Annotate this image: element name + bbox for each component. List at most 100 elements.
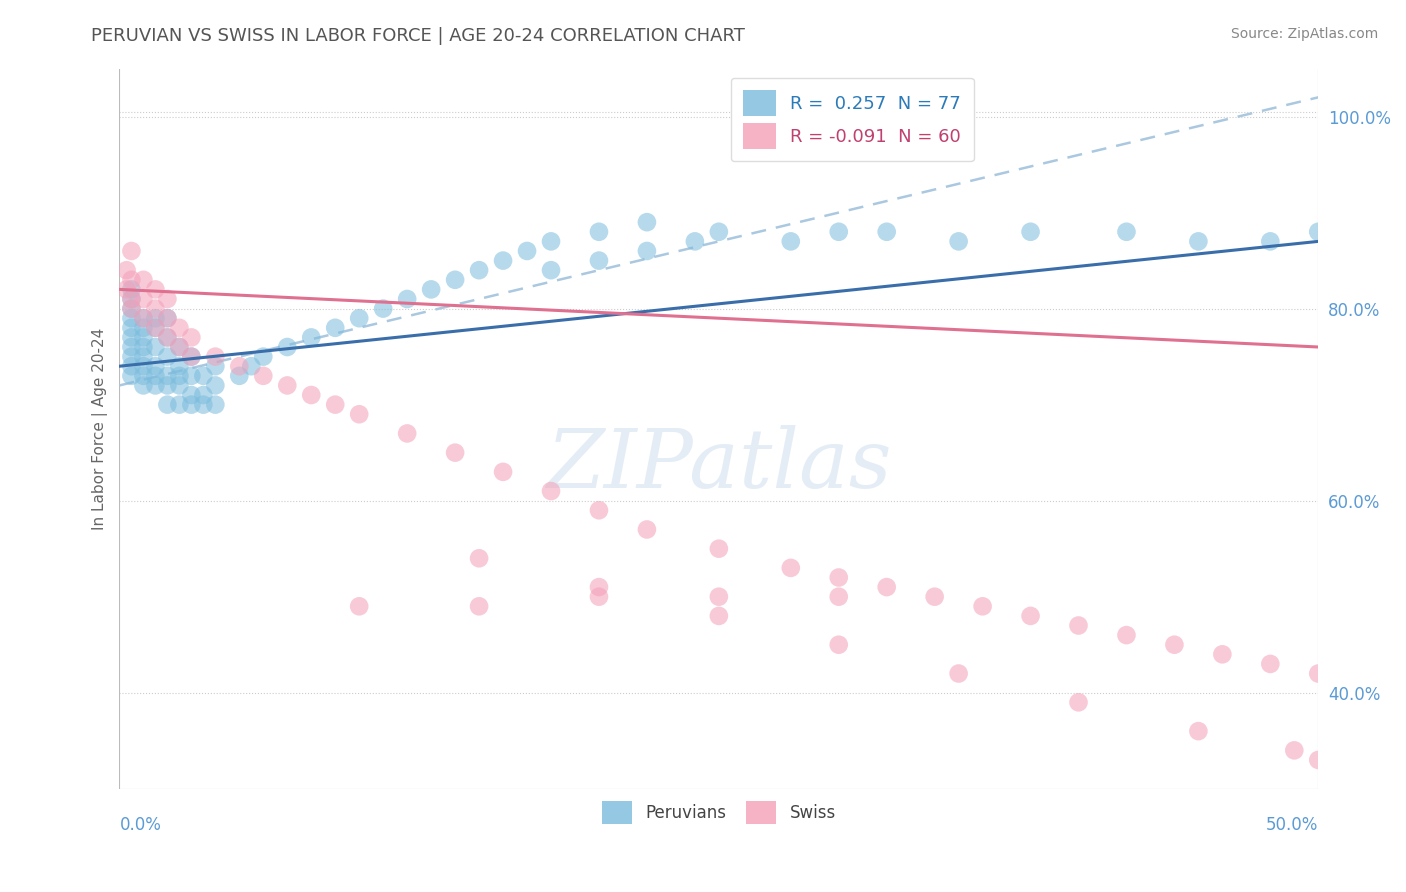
Point: [707, 541, 730, 556]
Point: [180, 368, 202, 383]
Point: [948, 235, 970, 249]
Point: [132, 311, 155, 326]
Point: [132, 311, 155, 326]
Point: [169, 368, 191, 383]
Point: [1067, 618, 1090, 632]
Point: [588, 580, 610, 594]
Point: [169, 340, 191, 354]
Point: [828, 590, 851, 604]
Point: [1260, 235, 1282, 249]
Point: [252, 350, 274, 364]
Point: [193, 398, 215, 412]
Point: [1187, 235, 1209, 249]
Point: [1163, 638, 1185, 652]
Point: [396, 292, 419, 306]
Point: [540, 235, 562, 249]
Point: [145, 282, 167, 296]
Point: [120, 311, 142, 326]
Point: [145, 340, 167, 354]
Legend: Peruvians, Swiss: Peruvians, Swiss: [595, 794, 842, 830]
Text: PERUVIAN VS SWISS IN LABOR FORCE | AGE 20-24 CORRELATION CHART: PERUVIAN VS SWISS IN LABOR FORCE | AGE 2…: [91, 27, 745, 45]
Point: [683, 235, 706, 249]
Point: [396, 426, 419, 441]
Point: [373, 301, 395, 316]
Point: [948, 666, 970, 681]
Point: [169, 320, 191, 334]
Point: [828, 225, 851, 239]
Point: [1260, 657, 1282, 671]
Point: [145, 368, 167, 383]
Point: [156, 378, 179, 392]
Point: [468, 263, 491, 277]
Point: [588, 225, 610, 239]
Point: [169, 340, 191, 354]
Point: [588, 253, 610, 268]
Point: [468, 599, 491, 614]
Point: [204, 398, 226, 412]
Point: [468, 551, 491, 566]
Point: [707, 608, 730, 623]
Point: [1308, 666, 1330, 681]
Point: [145, 320, 167, 334]
Point: [156, 350, 179, 364]
Y-axis label: In Labor Force | Age 20-24: In Labor Force | Age 20-24: [93, 327, 108, 530]
Point: [169, 398, 191, 412]
Point: [132, 359, 155, 374]
Point: [120, 301, 142, 316]
Point: [132, 292, 155, 306]
Point: [1211, 648, 1233, 662]
Point: [132, 340, 155, 354]
Point: [156, 292, 179, 306]
Point: [1019, 608, 1042, 623]
Point: [180, 350, 202, 364]
Point: [444, 445, 467, 459]
Point: [588, 503, 610, 517]
Point: [145, 311, 167, 326]
Point: [132, 368, 155, 383]
Point: [145, 301, 167, 316]
Point: [145, 378, 167, 392]
Point: [924, 590, 946, 604]
Point: [156, 311, 179, 326]
Point: [228, 368, 250, 383]
Point: [204, 350, 226, 364]
Point: [707, 590, 730, 604]
Point: [156, 330, 179, 344]
Point: [240, 359, 263, 374]
Text: 50.0%: 50.0%: [1265, 815, 1319, 834]
Point: [876, 580, 898, 594]
Point: [120, 368, 142, 383]
Point: [145, 359, 167, 374]
Point: [180, 350, 202, 364]
Point: [115, 282, 138, 296]
Point: [420, 282, 443, 296]
Point: [180, 330, 202, 344]
Point: [516, 244, 538, 258]
Point: [1067, 695, 1090, 709]
Point: [120, 244, 142, 258]
Point: [1019, 225, 1042, 239]
Point: [540, 484, 562, 499]
Point: [276, 340, 298, 354]
Text: 0.0%: 0.0%: [120, 815, 162, 834]
Point: [1115, 628, 1137, 642]
Point: [120, 292, 142, 306]
Point: [156, 311, 179, 326]
Point: [120, 301, 142, 316]
Point: [156, 398, 179, 412]
Point: [779, 235, 801, 249]
Point: [193, 368, 215, 383]
Point: [228, 359, 250, 374]
Point: [444, 273, 467, 287]
Point: [132, 350, 155, 364]
Point: [169, 359, 191, 374]
Point: [276, 378, 298, 392]
Point: [156, 368, 179, 383]
Point: [1308, 225, 1330, 239]
Point: [145, 320, 167, 334]
Point: [156, 330, 179, 344]
Point: [972, 599, 994, 614]
Point: [299, 388, 322, 402]
Point: [132, 273, 155, 287]
Text: Source: ZipAtlas.com: Source: ZipAtlas.com: [1230, 27, 1378, 41]
